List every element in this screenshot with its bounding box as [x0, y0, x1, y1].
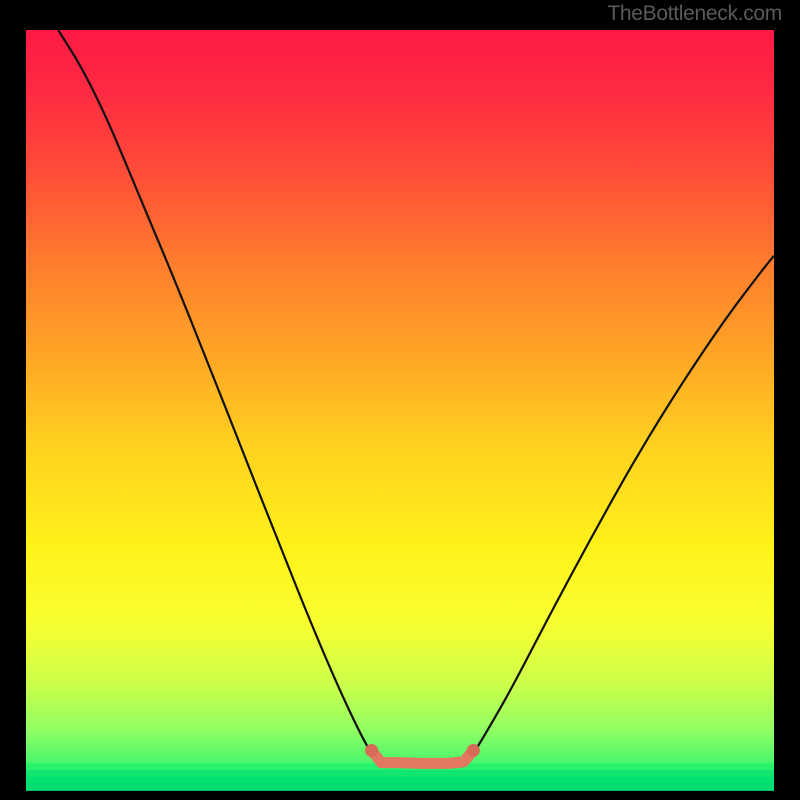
watermark-text: TheBottleneck.com	[607, 2, 782, 26]
green-band-stripe	[26, 770, 774, 778]
chart-container: TheBottleneck.com	[0, 0, 800, 800]
bottleneck-chart	[0, 0, 800, 800]
green-band-stripe	[26, 777, 774, 785]
valley-endpoint-marker	[365, 744, 378, 757]
plot-stage	[0, 0, 800, 800]
green-band-stripe	[26, 783, 774, 791]
valley-endpoint-marker	[467, 744, 480, 757]
gradient-bg	[26, 30, 774, 790]
